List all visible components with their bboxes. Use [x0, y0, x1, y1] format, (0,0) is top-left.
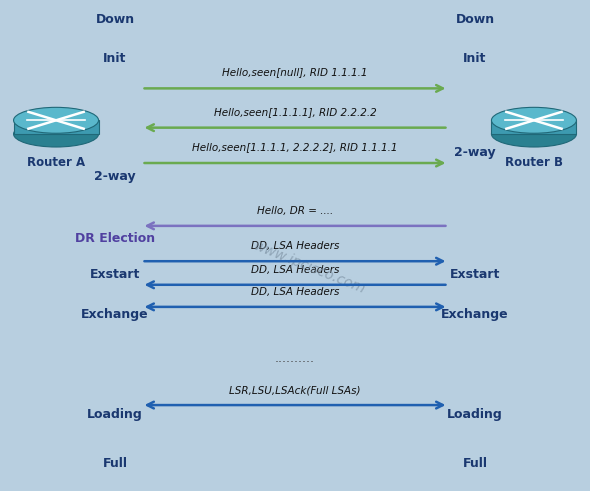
FancyArrowPatch shape: [145, 160, 443, 166]
Text: Down: Down: [455, 13, 494, 26]
FancyArrowPatch shape: [147, 303, 443, 310]
Text: Router B: Router B: [505, 156, 563, 169]
Text: LSR,LSU,LSAck(Full LSAs): LSR,LSU,LSAck(Full LSAs): [230, 385, 360, 395]
Polygon shape: [14, 120, 99, 134]
FancyArrowPatch shape: [147, 402, 443, 409]
Text: Hello,seen[null], RID 1.1.1.1: Hello,seen[null], RID 1.1.1.1: [222, 68, 368, 78]
FancyArrowPatch shape: [147, 124, 445, 131]
Text: Init: Init: [463, 53, 487, 65]
Text: Full: Full: [103, 458, 127, 470]
Text: 2-way: 2-way: [94, 170, 136, 183]
Ellipse shape: [14, 108, 99, 133]
Text: Exchange: Exchange: [441, 308, 509, 321]
Text: 2-way: 2-way: [454, 146, 496, 159]
Polygon shape: [491, 120, 576, 134]
Text: Hello, DR = ....: Hello, DR = ....: [257, 206, 333, 216]
Text: Router A: Router A: [27, 156, 85, 169]
Text: DD, LSA Headers: DD, LSA Headers: [251, 265, 339, 275]
Text: DD, LSA Headers: DD, LSA Headers: [251, 242, 339, 251]
Text: DD, LSA Headers: DD, LSA Headers: [251, 287, 339, 297]
Text: Exchange: Exchange: [81, 308, 149, 321]
FancyArrowPatch shape: [147, 222, 445, 229]
Text: Loading: Loading: [447, 409, 503, 421]
Text: Init: Init: [103, 53, 127, 65]
FancyArrowPatch shape: [145, 85, 443, 92]
FancyArrowPatch shape: [145, 258, 443, 265]
Ellipse shape: [491, 121, 576, 147]
Text: Hello,seen[1.1.1.1, 2.2.2.2], RID 1.1.1.1: Hello,seen[1.1.1.1, 2.2.2.2], RID 1.1.1.…: [192, 142, 398, 152]
Text: www.ipcisco.com: www.ipcisco.com: [252, 239, 368, 297]
Text: Loading: Loading: [87, 409, 143, 421]
Text: Down: Down: [96, 13, 135, 26]
Text: DR Election: DR Election: [75, 232, 155, 245]
FancyArrowPatch shape: [147, 281, 445, 288]
Text: Exstart: Exstart: [450, 269, 500, 281]
Text: ..........: ..........: [275, 352, 315, 365]
Ellipse shape: [491, 108, 576, 133]
Ellipse shape: [14, 121, 99, 147]
Text: Hello,seen[1.1.1.1], RID 2.2.2.2: Hello,seen[1.1.1.1], RID 2.2.2.2: [214, 107, 376, 117]
Text: Exstart: Exstart: [90, 269, 140, 281]
Text: Full: Full: [463, 458, 487, 470]
